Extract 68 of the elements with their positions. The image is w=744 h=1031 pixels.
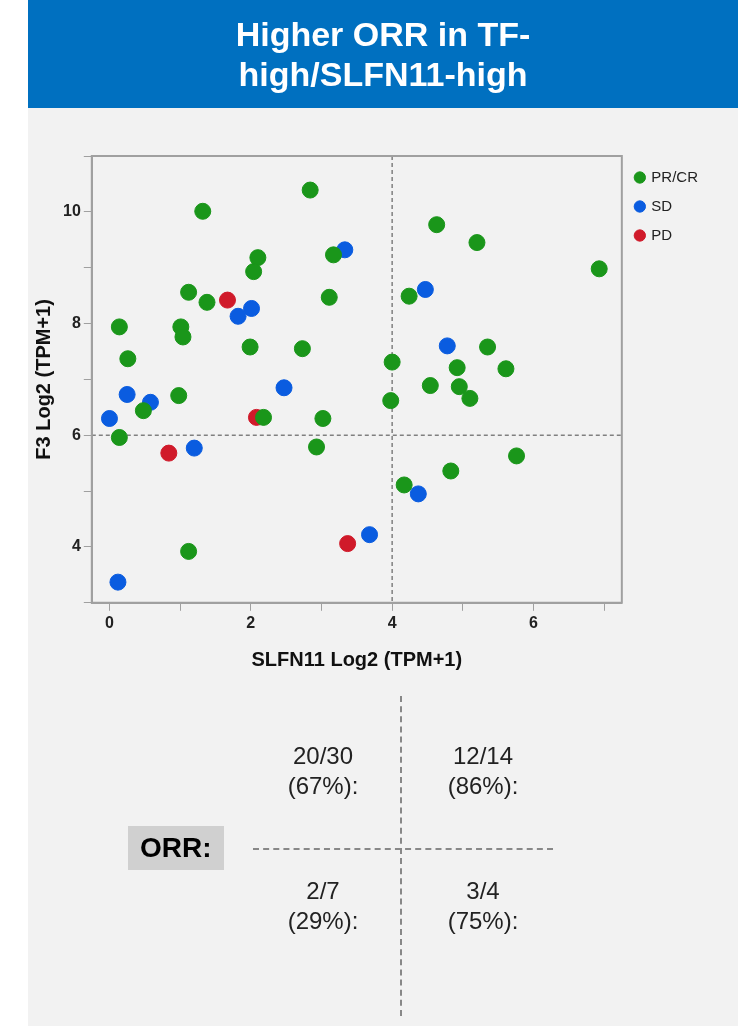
point [479, 338, 497, 356]
point [185, 439, 203, 457]
point [339, 535, 357, 553]
point [308, 438, 326, 456]
point [194, 202, 212, 220]
point [590, 260, 608, 278]
point [314, 410, 332, 427]
y-tick-label: 4 [71, 537, 81, 555]
point [160, 444, 178, 462]
text: 3/4 (75%): [446, 876, 520, 936]
point [416, 280, 434, 298]
point [468, 234, 486, 252]
point [293, 340, 311, 358]
x-tick-label: 2 [246, 613, 256, 631]
point [428, 216, 446, 234]
point [320, 288, 338, 306]
x-axis-title: SLFN11 Log2 (TPM+1) [251, 647, 463, 670]
point [241, 338, 259, 356]
point [180, 283, 198, 301]
x-tick-label: 0 [105, 613, 115, 631]
point [109, 573, 127, 591]
point [110, 318, 128, 336]
point [118, 385, 136, 403]
point [461, 389, 479, 407]
point [119, 350, 137, 368]
point [383, 353, 401, 371]
point [395, 476, 413, 494]
x-tick-label: 6 [529, 613, 539, 631]
y-tick-label: 8 [71, 313, 81, 331]
point [324, 246, 342, 264]
point [275, 379, 293, 397]
point [134, 402, 152, 420]
legend-label: PD [651, 225, 673, 243]
point [448, 359, 466, 377]
point [438, 337, 456, 355]
point [249, 249, 267, 267]
y-axis-title: F3 Log2 (TPM+1) [31, 299, 54, 460]
chart-title: Higher ORR in TF-high/SLFN11-high [28, 0, 738, 108]
point [180, 542, 198, 560]
point [255, 408, 273, 426]
x-tick-label: 4 [387, 613, 397, 631]
point [421, 377, 439, 395]
legend-label: SD [651, 196, 673, 214]
text: 12/14 (86%): [446, 741, 520, 801]
point [198, 293, 216, 311]
point [409, 485, 427, 503]
y-tick-label: 10 [63, 202, 81, 220]
legend-label: PR/CR [651, 167, 699, 185]
point [508, 447, 526, 465]
point [174, 328, 192, 346]
point [100, 410, 118, 427]
point [229, 307, 247, 325]
point [218, 291, 236, 309]
point [245, 263, 263, 281]
point [450, 378, 468, 396]
point [361, 526, 379, 544]
y-tick-label: 6 [71, 425, 81, 443]
point [382, 392, 400, 410]
point [170, 387, 188, 405]
point [400, 287, 418, 305]
text: 2/7 (29%): [286, 876, 360, 936]
point [301, 181, 319, 199]
point [110, 428, 128, 446]
point [497, 360, 515, 378]
point [243, 299, 261, 317]
text: 20/30 (67%): [286, 741, 360, 801]
point [442, 462, 460, 480]
text: ORR: [128, 826, 224, 870]
